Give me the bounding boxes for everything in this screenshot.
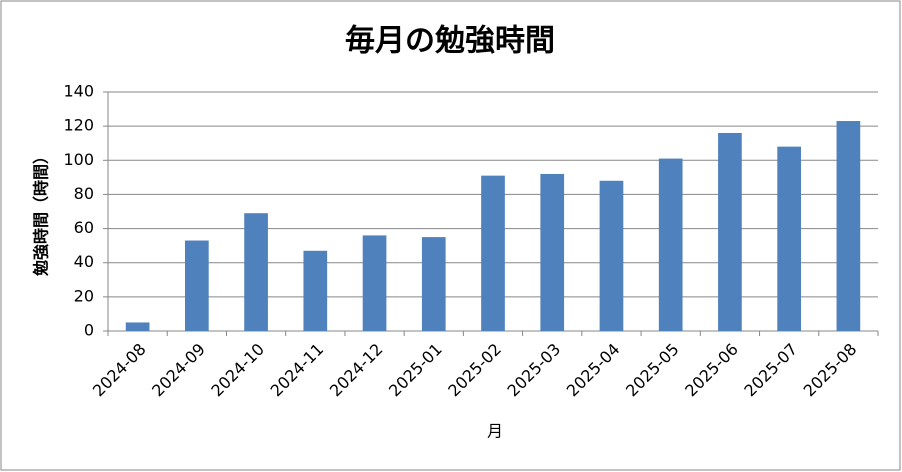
bar bbox=[481, 175, 505, 331]
y-tick-label: 80 bbox=[74, 184, 94, 203]
y-tick-label: 140 bbox=[63, 82, 94, 101]
bar bbox=[599, 180, 624, 331]
chart-title: 毎月の勉強時間 bbox=[345, 24, 555, 59]
y-tick-label: 20 bbox=[74, 286, 94, 305]
y-tick-label: 100 bbox=[63, 150, 94, 169]
y-tick-label: 120 bbox=[63, 116, 94, 135]
bar bbox=[185, 240, 209, 331]
x-axis-label: 月 bbox=[487, 422, 503, 441]
bar bbox=[244, 213, 268, 331]
bar bbox=[836, 121, 861, 332]
y-tick-label: 0 bbox=[84, 321, 94, 340]
bar bbox=[777, 146, 801, 331]
bar bbox=[303, 250, 328, 331]
bar bbox=[658, 158, 683, 331]
bar bbox=[125, 322, 150, 331]
bar bbox=[362, 235, 387, 331]
y-tick-label: 60 bbox=[74, 218, 94, 237]
bar bbox=[718, 132, 742, 331]
bar bbox=[421, 237, 446, 331]
y-axis-label: 勉強時間（時間） bbox=[32, 148, 51, 277]
y-tick-label: 40 bbox=[74, 252, 94, 271]
bar bbox=[540, 173, 565, 331]
